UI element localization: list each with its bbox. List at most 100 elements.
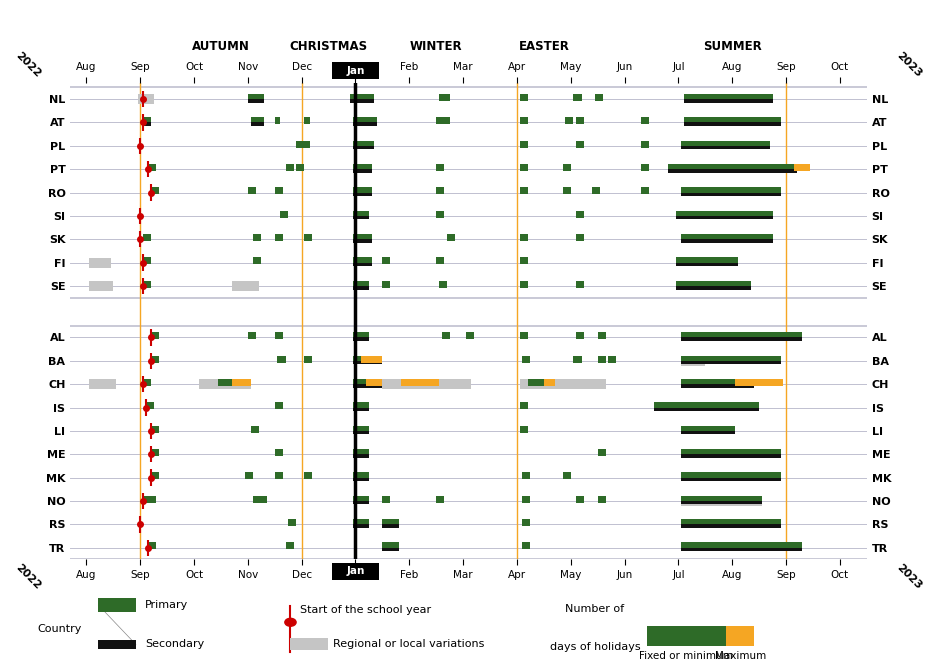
Text: WINTER: WINTER — [409, 40, 462, 53]
Text: Primary: Primary — [145, 600, 188, 610]
Bar — [680, 356, 705, 365]
Bar — [304, 234, 312, 241]
Bar — [680, 473, 780, 479]
Bar — [353, 501, 369, 504]
Bar — [680, 239, 771, 243]
Bar — [301, 140, 310, 148]
Bar — [143, 496, 156, 502]
Bar — [683, 99, 771, 103]
Bar — [382, 524, 398, 528]
Bar — [519, 117, 527, 124]
Bar — [274, 234, 283, 241]
Bar — [285, 164, 293, 171]
Bar — [143, 281, 151, 288]
Bar — [680, 426, 734, 433]
Bar — [675, 216, 771, 219]
Bar — [675, 281, 751, 288]
Bar — [145, 402, 154, 409]
Bar — [640, 164, 648, 171]
Bar — [304, 117, 310, 124]
Bar — [353, 140, 373, 148]
Bar — [89, 258, 110, 267]
Bar — [680, 146, 769, 150]
Bar — [143, 122, 151, 126]
Text: Jan: Jan — [346, 566, 364, 577]
Bar — [519, 332, 527, 339]
Bar — [438, 281, 446, 288]
Bar — [89, 281, 113, 291]
Text: SUMMER: SUMMER — [702, 40, 761, 53]
Bar — [675, 258, 737, 264]
Bar — [248, 187, 256, 195]
Bar — [151, 473, 159, 479]
Bar — [680, 379, 753, 386]
Bar — [353, 426, 369, 433]
Bar — [521, 519, 530, 526]
Bar — [353, 384, 382, 388]
Bar — [199, 379, 250, 389]
Bar — [382, 496, 390, 502]
Bar — [680, 519, 780, 526]
Bar — [231, 281, 258, 291]
Bar — [680, 140, 769, 148]
Bar — [285, 542, 293, 549]
Bar — [218, 379, 240, 386]
Bar — [680, 542, 801, 549]
Bar — [436, 258, 444, 264]
Bar — [143, 258, 151, 264]
Bar — [250, 426, 258, 433]
Bar — [680, 454, 780, 457]
Bar — [653, 408, 758, 411]
Bar — [353, 211, 369, 218]
Bar — [353, 258, 372, 264]
Bar — [465, 332, 474, 339]
Bar — [519, 402, 527, 409]
Bar — [248, 332, 256, 339]
Bar — [401, 379, 438, 386]
Bar — [250, 117, 264, 124]
Bar — [573, 355, 581, 363]
Bar — [521, 473, 530, 479]
Bar — [680, 332, 801, 339]
Text: EASTER: EASTER — [518, 40, 569, 53]
Bar — [382, 258, 390, 264]
Bar — [640, 140, 648, 148]
Bar — [607, 355, 616, 363]
Text: Maximum: Maximum — [714, 651, 765, 661]
Bar — [640, 187, 648, 195]
Bar — [519, 234, 527, 241]
Bar — [436, 164, 444, 171]
Bar — [353, 519, 369, 526]
Bar — [277, 355, 285, 363]
Bar — [519, 164, 527, 171]
Bar — [521, 496, 530, 502]
Bar — [151, 355, 159, 363]
Bar — [680, 496, 761, 502]
Bar — [680, 338, 801, 341]
Bar — [793, 164, 810, 171]
Text: 2023: 2023 — [894, 563, 922, 592]
Bar — [151, 187, 159, 195]
Text: Regional or local variations: Regional or local variations — [332, 639, 484, 649]
Bar — [353, 117, 376, 124]
Bar — [576, 234, 583, 241]
Bar — [89, 379, 116, 389]
Bar — [248, 94, 264, 101]
Bar — [304, 355, 312, 363]
Text: Fixed or minimum: Fixed or minimum — [638, 651, 733, 661]
Bar — [353, 338, 369, 341]
Text: Start of the school year: Start of the school year — [300, 605, 431, 616]
Bar — [519, 281, 527, 288]
Bar — [382, 542, 398, 549]
Bar — [576, 117, 583, 124]
Bar — [592, 187, 600, 195]
Bar — [683, 94, 771, 101]
Bar — [680, 449, 780, 456]
Bar — [353, 286, 369, 289]
Bar — [382, 519, 398, 526]
Bar — [675, 211, 771, 218]
Bar — [519, 94, 527, 101]
Bar — [253, 234, 261, 241]
Bar — [680, 547, 801, 551]
Bar — [288, 519, 296, 526]
